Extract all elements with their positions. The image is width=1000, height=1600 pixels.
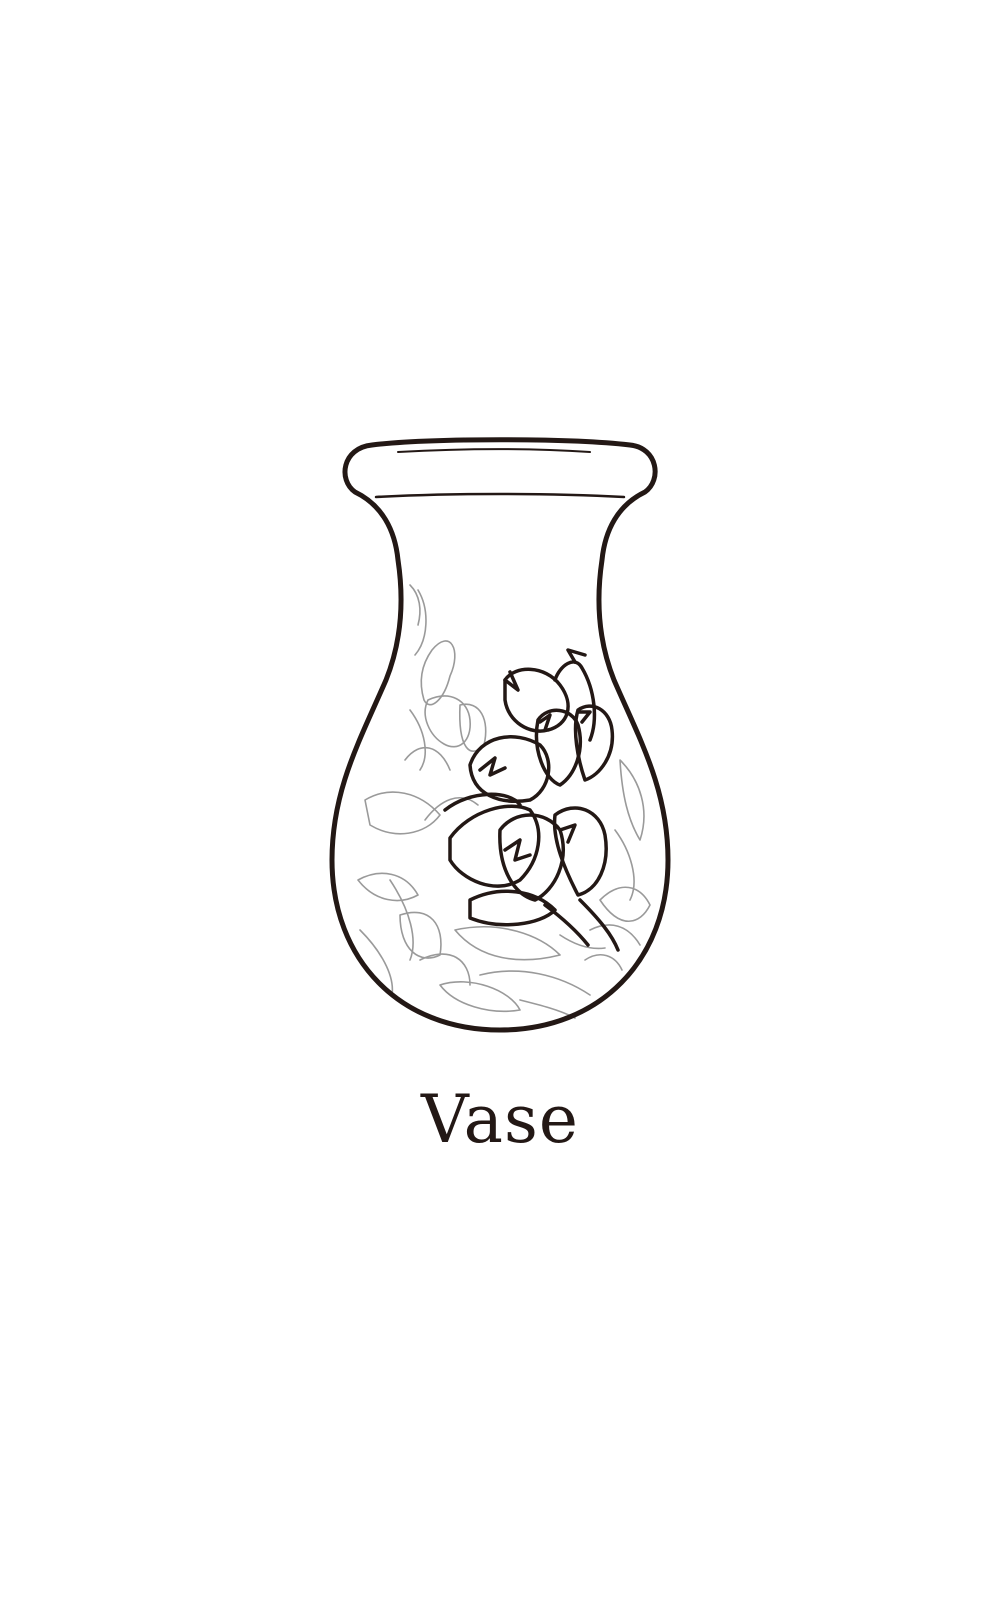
flower-motif [443, 648, 620, 952]
vase-icon [329, 437, 671, 1033]
vase-rim [374, 448, 626, 499]
caption: Vase [421, 1081, 579, 1158]
background-leaves [357, 584, 651, 1019]
vase-outline [329, 437, 671, 1033]
